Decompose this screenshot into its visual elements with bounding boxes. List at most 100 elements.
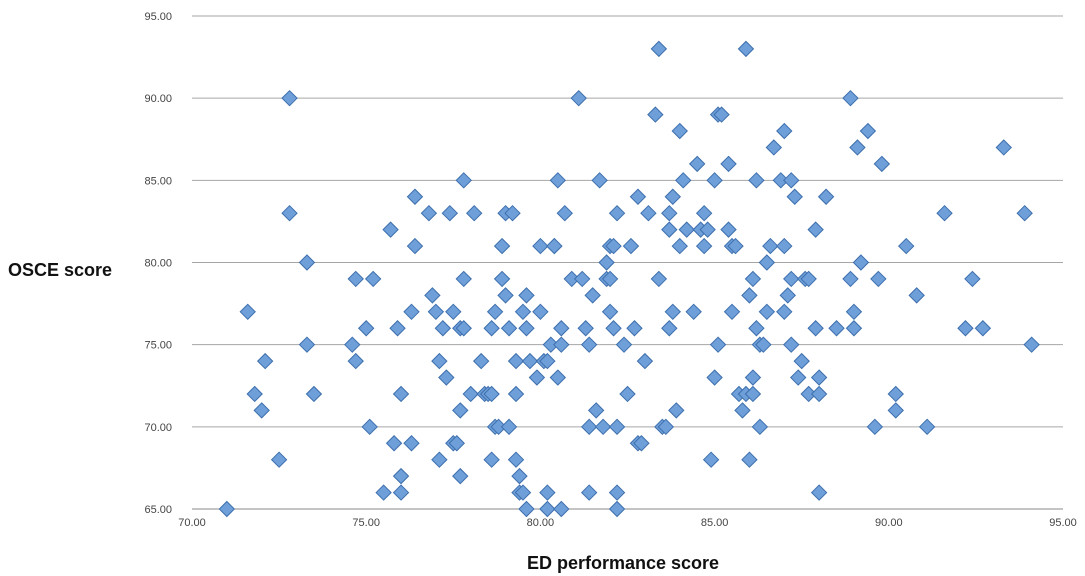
data-point <box>629 188 647 205</box>
data-point <box>580 336 598 353</box>
data-point <box>486 303 504 321</box>
data-point <box>866 418 884 436</box>
data-point <box>887 402 904 419</box>
data-point <box>389 320 406 337</box>
data-point <box>842 89 859 107</box>
data-point <box>675 172 692 189</box>
data-point <box>256 352 274 370</box>
data-point <box>594 418 612 436</box>
data-point <box>664 188 681 205</box>
x-tick-label: 85.00 <box>701 517 729 529</box>
data-point <box>668 402 685 419</box>
data-point <box>908 287 925 304</box>
data-point <box>661 320 678 337</box>
data-point <box>661 221 678 238</box>
data-point <box>507 385 525 403</box>
data-point <box>695 204 713 222</box>
data-points <box>218 40 1040 518</box>
data-point <box>347 352 364 370</box>
y-tick-label: 95.00 <box>144 11 172 23</box>
data-point <box>619 385 636 403</box>
data-point <box>462 385 479 403</box>
gridlines <box>192 15 1063 510</box>
data-point <box>598 254 615 271</box>
data-point <box>744 369 762 386</box>
data-point <box>898 237 915 255</box>
data-point <box>783 172 800 189</box>
data-point <box>765 139 783 156</box>
data-point <box>403 435 420 452</box>
data-point <box>633 435 650 452</box>
data-point <box>420 204 438 222</box>
data-point <box>664 303 681 321</box>
data-point <box>786 188 803 205</box>
data-point <box>859 122 877 140</box>
data-point <box>845 303 863 321</box>
data-point <box>532 237 549 255</box>
data-point <box>500 418 518 436</box>
data-point <box>957 320 974 337</box>
data-point <box>657 418 675 436</box>
data-point <box>817 188 835 205</box>
x-axis-ticks: 70.00 75.00 80.00 85.00 90.00 95.00 <box>178 517 1077 529</box>
data-point <box>702 451 720 468</box>
data-point <box>452 467 469 485</box>
data-point <box>539 484 556 501</box>
data-point <box>601 270 619 288</box>
data-point <box>472 352 490 370</box>
data-point <box>1023 336 1040 353</box>
data-point <box>518 287 535 304</box>
x-tick-label: 70.00 <box>178 517 206 529</box>
data-point <box>493 270 511 288</box>
x-axis-title: ED performance score <box>527 553 719 573</box>
data-point <box>392 385 410 403</box>
y-tick-label: 70.00 <box>144 422 172 434</box>
data-point <box>553 320 570 337</box>
data-point <box>918 418 936 436</box>
data-point <box>281 89 298 107</box>
data-point <box>431 352 448 370</box>
data-point <box>706 172 723 189</box>
data-point <box>800 270 817 288</box>
data-point <box>650 270 668 288</box>
data-point <box>734 402 751 419</box>
data-point <box>427 303 445 321</box>
data-point <box>751 418 769 436</box>
x-tick-label: 80.00 <box>527 517 555 529</box>
data-point <box>608 500 626 518</box>
data-point <box>452 402 469 419</box>
data-point <box>584 287 601 304</box>
data-point <box>776 303 793 321</box>
y-axis-ticks: 65.00 70.00 75.00 80.00 85.00 90.00 95.00 <box>144 11 172 516</box>
data-point <box>688 155 706 173</box>
data-point <box>723 303 741 321</box>
data-point <box>685 303 702 321</box>
data-point <box>936 204 953 222</box>
data-point <box>392 467 410 485</box>
data-point <box>873 155 891 173</box>
data-point <box>828 320 845 337</box>
data-point <box>539 500 556 518</box>
data-point <box>281 204 298 222</box>
data-point <box>748 320 765 337</box>
data-point <box>364 270 382 288</box>
data-point <box>849 139 866 156</box>
data-point <box>434 320 452 337</box>
data-point <box>448 435 465 452</box>
data-point <box>810 369 828 386</box>
data-point <box>514 484 532 501</box>
data-point <box>556 204 573 222</box>
data-point <box>647 106 664 123</box>
data-point <box>608 484 626 501</box>
data-point <box>347 270 364 288</box>
data-point <box>392 484 410 501</box>
data-point <box>720 221 737 238</box>
data-point <box>744 270 762 288</box>
data-point <box>577 320 594 337</box>
data-point <box>695 237 713 255</box>
data-point <box>305 385 323 403</box>
data-point <box>852 254 870 271</box>
data-point <box>776 237 793 255</box>
x-tick-label: 90.00 <box>875 517 903 529</box>
data-point <box>636 352 654 370</box>
